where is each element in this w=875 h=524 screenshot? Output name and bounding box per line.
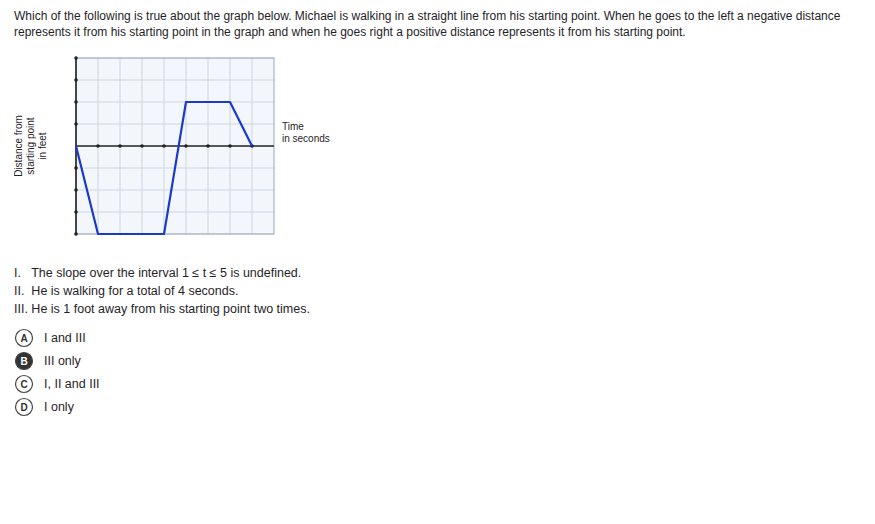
page: Which of the following is true about the… — [0, 0, 875, 426]
y-tick — [74, 79, 78, 83]
choice-text: I only — [44, 400, 74, 414]
y-tick — [74, 57, 78, 61]
title: Which of the following is true about the… — [14, 9, 840, 23]
choice-letter: D — [20, 401, 27, 412]
choice: C I, II and III — [14, 372, 861, 395]
choice-radio: D — [14, 397, 34, 417]
y-tick — [74, 233, 78, 237]
title-block: Which of the following is true about the… — [14, 8, 861, 40]
choice: A I and III — [14, 326, 861, 349]
subtitle: represents it from his starting point in… — [14, 25, 686, 39]
x-tick — [184, 145, 188, 149]
choice-radio: C — [14, 374, 34, 394]
grid-line — [76, 212, 274, 213]
y-tick — [74, 211, 78, 215]
y-tick — [74, 101, 78, 105]
x-tick — [206, 145, 210, 149]
statement: III. He is 1 foot away from his starting… — [14, 300, 861, 318]
statement: II. He is walking for a total of 4 secon… — [14, 282, 861, 300]
choice-letter: C — [20, 378, 27, 389]
choice-radio: A — [14, 328, 34, 348]
grid-line — [76, 80, 274, 81]
x-tick — [118, 145, 122, 149]
x-tick — [228, 145, 232, 149]
y-tick — [74, 123, 78, 127]
radio-selected — [16, 352, 33, 369]
label-line: in feet — [37, 133, 48, 160]
x-axis-line — [76, 146, 274, 148]
plot-background — [76, 58, 274, 234]
choices: A I and III B III only C I, II and III D I only — [14, 326, 861, 418]
radio — [16, 375, 33, 392]
plot-area — [76, 102, 252, 234]
choice-radio: B — [14, 351, 34, 371]
choice: B III only — [14, 349, 861, 372]
x-tick — [96, 145, 100, 149]
plot-frame — [76, 58, 274, 234]
radio — [16, 329, 33, 346]
choice-text: I and III — [44, 331, 86, 345]
y-axis-label: Distance fromstarting pointin feet — [14, 116, 48, 178]
x-tick — [140, 145, 144, 149]
graph-holder: Timein seconds Distance fromstarting poin… — [14, 46, 861, 264]
choice-letter: B — [20, 355, 27, 366]
choice-text: III only — [44, 354, 81, 368]
data-line — [76, 102, 252, 234]
label-line: Distance from — [14, 116, 24, 178]
statements: I. The slope over the interval 1 ≤ t ≤ 5… — [14, 264, 861, 318]
label-line: in seconds — [282, 133, 330, 144]
y-tick — [74, 167, 78, 171]
label-line: starting point — [25, 118, 36, 175]
x-tick — [162, 145, 166, 149]
radio — [16, 398, 33, 415]
x-axis-label: Timein seconds — [282, 121, 330, 144]
chart: Timein seconds Distance fromstarting poin… — [14, 46, 354, 260]
choice: D I only — [14, 395, 861, 418]
y-tick — [74, 189, 78, 193]
grid-line — [76, 102, 274, 103]
choice-letter: A — [20, 332, 27, 343]
label-line: Time — [282, 121, 304, 132]
statement: I. The slope over the interval 1 ≤ t ≤ 5… — [14, 264, 861, 282]
grid-line — [76, 124, 274, 125]
grid-line — [76, 190, 274, 191]
choice-text: I, II and III — [44, 377, 100, 391]
